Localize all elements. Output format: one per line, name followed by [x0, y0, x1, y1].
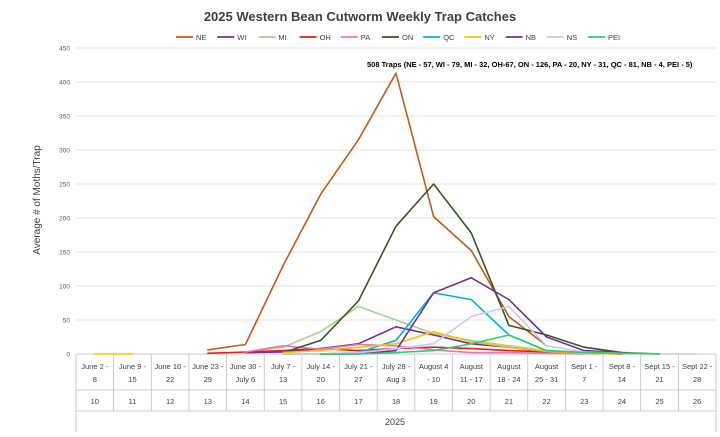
y-tick-label: 400: [59, 80, 70, 87]
x-week-label: 17: [354, 397, 362, 406]
series-line-pei: [319, 334, 661, 355]
x-week-label: 15: [279, 397, 287, 406]
x-tick-label: June 30 -July 6: [230, 362, 262, 384]
legend-item-ns: NS: [546, 33, 577, 42]
legend-item-mi: MI: [258, 33, 287, 42]
legend-item-ne: NE: [176, 33, 206, 42]
legend-label: PA: [361, 33, 370, 42]
x-tick-label: July 7 -13: [271, 362, 296, 384]
x-week-label: 16: [317, 397, 325, 406]
x-tick-label: August 25 - 31: [535, 362, 559, 384]
x-axis-label: 2025: [385, 417, 405, 427]
legend-item-pei: PEI: [588, 33, 620, 42]
x-week-label: 26: [693, 397, 701, 406]
x-tick-label: June 9 -15: [119, 362, 147, 384]
y-tick-label: 150: [59, 250, 70, 257]
y-axis-label: Average # of Moths/Trap: [32, 145, 43, 255]
y-tick-label: 50: [63, 318, 71, 325]
legend-label: NB: [526, 33, 536, 42]
x-tick-label: June 23 -29: [192, 362, 224, 384]
x-week-label: 24: [618, 397, 626, 406]
legend-label: WI: [237, 33, 246, 42]
x-tick-label: July 28 -Aug 3: [382, 362, 411, 384]
gridlines: [76, 47, 716, 355]
y-tick-label: 300: [59, 148, 70, 155]
x-week-label: 18: [392, 397, 400, 406]
x-tick-label: June 2 -8: [81, 362, 109, 384]
x-week-label: 22: [542, 397, 550, 406]
legend-label: OH: [320, 33, 331, 42]
y-tick-label: 450: [59, 46, 70, 53]
y-tick-label: 350: [59, 114, 70, 121]
x-week-label: 13: [204, 397, 212, 406]
y-tick-label: 250: [59, 182, 70, 189]
legend: NE WI MI OH PA ON QC NY NB NS PEI: [176, 33, 620, 42]
x-tick-label: June 16 -22: [154, 362, 186, 384]
series-line-pa: [244, 343, 585, 355]
x-week-label: 12: [166, 397, 174, 406]
x-week-label: 19: [429, 397, 437, 406]
x-tick-label: Sept 8 -14: [609, 362, 636, 384]
x-week-label: 20: [467, 397, 475, 406]
x-tick-label: August 18 - 24: [497, 362, 521, 384]
x-tick-label: Sept 15 -21: [644, 362, 675, 384]
series-line-ne: [207, 72, 548, 351]
legend-label: NS: [567, 33, 577, 42]
legend-label: PEI: [608, 33, 620, 42]
legend-label: NY: [484, 33, 494, 42]
x-tick-label: July 21 -27: [344, 362, 373, 384]
y-axis: 0 50 100 150 200 250 300 350 400 450: [59, 46, 70, 359]
legend-label: MI: [278, 33, 286, 42]
legend-item-wi: WI: [217, 33, 246, 42]
legend-label: ON: [402, 33, 413, 42]
chart-annotation: 508 Traps (NE - 57, WI - 79, MI - 32, OH…: [367, 60, 693, 69]
legend-item-ny: NY: [464, 33, 495, 42]
y-tick-label: 100: [59, 284, 70, 291]
legend-item-on: ON: [382, 33, 413, 42]
x-week-label: 25: [655, 397, 663, 406]
y-tick-label: 200: [59, 216, 70, 223]
x-tick-label: Sept 22 -28: [682, 362, 713, 384]
legend-item-nb: NB: [505, 33, 536, 42]
x-week-label: 23: [580, 397, 588, 406]
x-tick-label: Sept 1 -7: [571, 362, 598, 384]
legend-label: NE: [196, 33, 206, 42]
x-week-label: 14: [241, 397, 249, 406]
legend-label: QC: [443, 33, 455, 42]
chart-title: 2025 Western Bean Cutworm Weekly Trap Ca…: [204, 9, 516, 24]
y-tick-label: 0: [66, 352, 70, 359]
x-week-label: 10: [91, 397, 99, 406]
x-tick-label: August 4- 10: [419, 362, 449, 384]
x-week-label: 21: [505, 397, 513, 406]
plot-series: [94, 72, 698, 355]
x-week-label: 11: [129, 397, 137, 406]
legend-item-qc: QC: [423, 33, 455, 42]
legend-item-oh: OH: [299, 33, 331, 42]
x-tick-label: August 11 - 17: [460, 362, 484, 384]
x-tick-label: July 14 -20: [307, 362, 336, 384]
legend-item-pa: PA: [340, 33, 370, 42]
series-line-on: [282, 183, 661, 355]
